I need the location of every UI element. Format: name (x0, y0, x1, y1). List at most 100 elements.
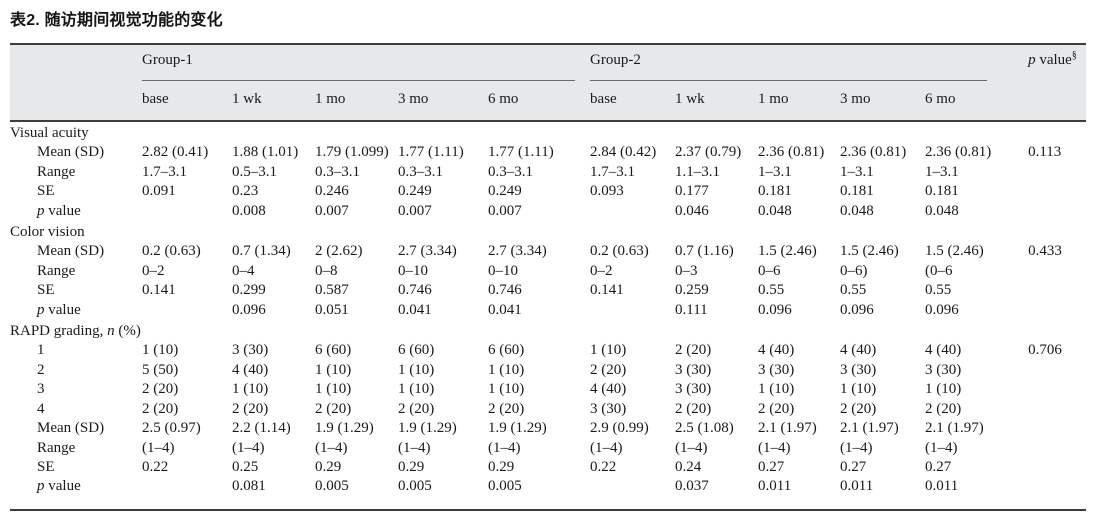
data-cell-g1-3-mo: 0.249 (398, 183, 432, 200)
data-cell-g2-1-mo: 0–6 (758, 262, 781, 279)
data-cell-g2-1-wk: 0.111 (675, 301, 708, 318)
data-cell-g1-6-mo: 1 (10) (488, 361, 525, 378)
data-cell-g1-1-mo: 6 (60) (315, 342, 352, 359)
row-label: 1 (37, 342, 45, 359)
data-cell-g1-6-mo: 0.005 (488, 478, 522, 495)
data-cell-g1-base: 0.2 (0.63) (142, 243, 201, 260)
data-cell-g2-1-mo: 1–3.1 (758, 163, 792, 180)
data-cell-g2-3-mo: 0–6) (840, 262, 868, 279)
data-cell-g1-base: 1 (10) (142, 342, 179, 359)
subcolumn-header-g2-base: base (590, 90, 617, 107)
data-cell-g2-3-mo: 1.5 (2.46) (840, 243, 899, 260)
data-cell-g1-3-mo: 0.29 (398, 458, 425, 475)
table-row: 1 1 (10) 3 (30) 6 (60) 6 (60) 6 (60) 1 (10) 2 (… (10, 341, 1086, 360)
table-row: 3 2 (20) 1 (10) 1 (10) 1 (10) 1 (10) 4 (40) 3 (… (10, 380, 1086, 399)
data-cell-g1-base: 0.141 (142, 282, 176, 299)
data-cell-g1-3-mo: 2.7 (3.34) (398, 243, 457, 260)
data-cell-g1-1-mo: 1 (10) (315, 361, 352, 378)
data-cell-g2-6-mo: 1 (10) (925, 381, 962, 398)
data-cell-g1-1-wk: 1 (10) (232, 381, 269, 398)
subcolumn-header-g2-6-mo: 6 mo (925, 90, 956, 107)
data-cell-g1-base (142, 301, 232, 320)
data-cell-g2-3-mo: 1–3.1 (840, 163, 874, 180)
data-cell-g2-1-mo: 0.011 (758, 478, 792, 495)
data-cell-g2-6-mo: (0–6 (925, 262, 953, 279)
row-label: Mean (SD) (37, 243, 105, 260)
data-cell-g1-base: 2.82 (0.41) (142, 144, 209, 161)
data-cell-g2-3-mo: 0.27 (840, 458, 867, 475)
data-cell-g2-3-mo: 0.55 (840, 282, 867, 299)
data-cell-g2-1-mo: 0.55 (758, 282, 785, 299)
data-cell-g2-1-wk: 3 (30) (675, 361, 712, 378)
row-label: Range (37, 439, 76, 456)
data-cell-g1-1-wk: 0.096 (232, 301, 266, 318)
pvalue-cell (1028, 400, 1086, 419)
data-cell-g2-3-mo: 0.048 (840, 202, 874, 219)
pvalue-cell (1028, 281, 1086, 300)
data-cell-g1-1-wk: (1–4) (232, 439, 265, 456)
data-cell-g1-1-wk: 0.25 (232, 458, 259, 475)
data-cell-g2-1-wk: 0.177 (675, 183, 709, 200)
row-label: SE (37, 458, 55, 475)
data-cell-g1-1-mo: 2 (2.62) (315, 243, 363, 260)
row-label: SE (37, 282, 55, 299)
stub-cell (10, 44, 142, 121)
data-cell-g1-base: 2 (20) (142, 381, 179, 398)
data-cell-g2-1-mo: 1 (10) (758, 381, 795, 398)
data-cell-g1-6-mo: 6 (60) (488, 342, 525, 359)
data-cell-g2-1-mo: 0.096 (758, 301, 792, 318)
data-cell-g1-1-mo: 2 (20) (315, 400, 352, 417)
bottom-spacer (10, 497, 1086, 510)
row-label: Mean (SD) (37, 144, 105, 161)
data-cell-g1-6-mo: 1.9 (1.29) (488, 420, 547, 437)
data-cell-g2-base (590, 202, 675, 221)
pvalue-cell: 0.113 (1028, 144, 1062, 161)
data-cell-g1-1-wk: 0–4 (232, 262, 255, 279)
data-cell-g2-1-mo: 0.048 (758, 202, 792, 219)
data-cell-g2-base: 2.9 (0.99) (590, 420, 649, 437)
data-cell-g2-1-mo: 0.27 (758, 458, 785, 475)
table-row: SE 0.091 0.23 0.246 0.249 0.249 0.093 0.177 0.18… (10, 182, 1086, 201)
table-row: Range (1–4) (1–4) (1–4) (1–4) (1–4) (1–4) (1–4)… (10, 439, 1086, 458)
row-label: Range (37, 262, 76, 279)
data-cell-g1-1-mo: 1.9 (1.29) (315, 420, 374, 437)
data-cell-g2-6-mo: 0.096 (925, 301, 959, 318)
table-header: Group-1 Group-2 p value§ base 1 wk 1 mo 3 m… (10, 44, 1087, 121)
data-cell-g1-6-mo: (1–4) (488, 439, 521, 456)
data-cell-g1-3-mo: 2 (20) (398, 400, 435, 417)
data-cell-g1-1-wk: 0.081 (232, 478, 266, 495)
data-cell-g1-6-mo: 0.041 (488, 301, 522, 318)
data-cell-g1-3-mo: 6 (60) (398, 342, 435, 359)
data-cell-g2-6-mo: 1.5 (2.46) (925, 243, 984, 260)
data-cell-g2-base: 4 (40) (590, 381, 627, 398)
data-cell-g2-1-wk: 0.037 (675, 478, 709, 495)
pvalue-cell (1028, 182, 1086, 201)
data-cell-g2-1-mo: 3 (30) (758, 361, 795, 378)
row-label: p value (37, 301, 81, 318)
data-cell-g1-3-mo: 1.9 (1.29) (398, 420, 457, 437)
data-cell-g1-6-mo: 2 (20) (488, 400, 525, 417)
table-row: 2 5 (50) 4 (40) 1 (10) 1 (10) 1 (10) 2 (20) 3 (… (10, 361, 1086, 380)
group1-header-cell: Group-1 (142, 44, 590, 81)
section-header: Color vision (10, 224, 85, 241)
data-cell-g1-3-mo: (1–4) (398, 439, 431, 456)
data-cell-g2-1-wk: (1–4) (675, 439, 708, 456)
data-cell-g1-6-mo: 1 (10) (488, 381, 525, 398)
data-cell-g1-3-mo: 1 (10) (398, 381, 435, 398)
pvalue-cell (1028, 380, 1086, 399)
data-cell-g2-1-wk: 1.1–3.1 (675, 163, 721, 180)
data-cell-g2-3-mo: 0.181 (840, 183, 874, 200)
subheader-row: base 1 wk 1 mo 3 mo 6 mo base 1 wk 1 mo 3 mo 6 mo (10, 81, 1086, 121)
subcolumn-header-g1-3-mo: 3 mo (398, 90, 429, 107)
data-cell-g1-1-mo: 0.005 (315, 478, 349, 495)
subcolumn-header-g1-1-wk: 1 wk (232, 90, 262, 107)
group1-label: Group-1 (142, 52, 193, 68)
pvalue-cell: 0.706 (1028, 342, 1062, 359)
data-cell-g1-1-mo: 1.79 (1.099) (315, 144, 389, 161)
data-cell-g1-1-wk: 2.2 (1.14) (232, 420, 291, 437)
data-cell-g2-1-wk: 2 (20) (675, 342, 712, 359)
pvalue-cell (1028, 458, 1086, 477)
data-cell-g2-base: 0.141 (590, 282, 624, 299)
table-row: Mean (SD) 2.5 (0.97) 2.2 (1.14) 1.9 (1.29) 1… (10, 419, 1086, 438)
table-caption: 表2. 随访期间视觉功能的变化 (10, 12, 223, 29)
